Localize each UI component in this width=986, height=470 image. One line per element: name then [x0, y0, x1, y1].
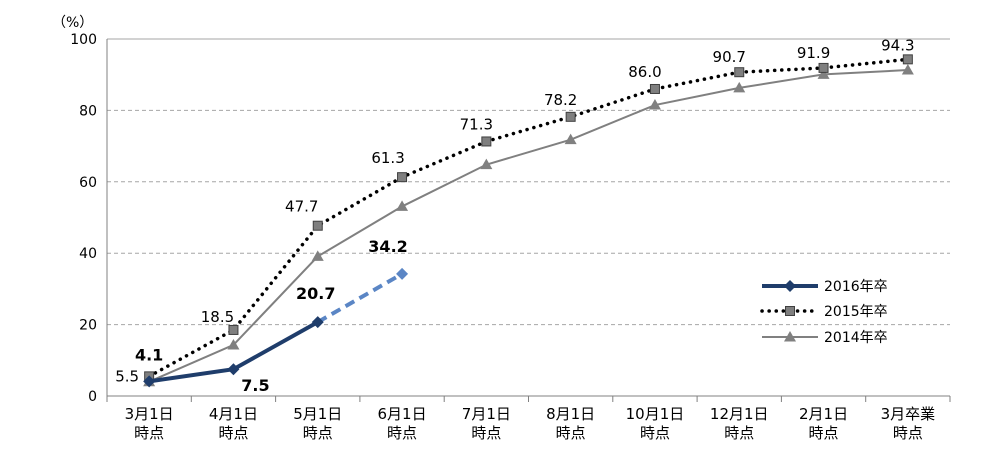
data-label-2015: 71.3	[460, 115, 493, 133]
square-marker	[312, 220, 323, 231]
square-marker	[397, 172, 408, 183]
data-label-2015: 78.2	[544, 91, 577, 109]
series-2016-projection-line	[316, 272, 404, 324]
legend-item-2015: 2015年卒	[760, 304, 888, 320]
triangle-marker	[901, 64, 914, 75]
legend-item-2016: 2016年卒	[762, 279, 888, 295]
data-label-2015: 18.5	[201, 308, 234, 326]
y-axis-ticks: 0 20 40 60 80 100	[70, 32, 97, 405]
diamond-marker	[143, 375, 156, 388]
square-marker	[481, 136, 492, 147]
data-label-2016: 4.1	[135, 345, 163, 364]
data-label-2015: 90.7	[713, 48, 746, 66]
data-label-2015: 5.5	[115, 367, 139, 385]
legend: 2016年卒 2015年卒 2014年卒	[760, 279, 888, 346]
series-2014-line	[148, 69, 908, 383]
legend-label: 2015年卒	[824, 304, 888, 320]
triangle-marker	[227, 338, 240, 350]
y-tick-label: 20	[79, 318, 97, 334]
x-category-label: 5月1日時点	[293, 405, 342, 442]
square-marker	[228, 324, 239, 335]
triangle-marker	[648, 99, 661, 110]
data-labels: 5.5 18.5 47.7 61.3 71.3 78.2 86.0 90.7 91.9 94.3 4…	[115, 36, 914, 395]
triangle-marker	[784, 331, 796, 342]
x-category-label: 7月1日時点	[462, 405, 511, 442]
legend-label: 2016年卒	[824, 279, 888, 295]
y-axis-unit-label: （%）	[52, 15, 93, 31]
x-category-label: 4月1日時点	[209, 405, 258, 442]
data-label-2016: 34.2	[368, 237, 407, 256]
x-category-label: 8月1日時点	[546, 405, 595, 442]
diamond-marker	[227, 363, 240, 376]
x-category-label: 12月1日時点	[710, 405, 769, 442]
y-tick-label: 0	[88, 389, 97, 405]
triangle-marker	[564, 133, 577, 145]
diamond-marker	[311, 316, 324, 329]
diamond-marker	[784, 280, 796, 292]
legend-item-2014: 2014年卒	[762, 330, 888, 346]
x-category-label: 6月1日時点	[378, 405, 427, 442]
series-2015-line	[147, 57, 910, 379]
square-marker	[818, 62, 829, 73]
y-tick-label: 80	[79, 103, 97, 119]
data-label-2015: 94.3	[881, 36, 914, 54]
y-tick-label: 60	[79, 175, 97, 191]
data-label-2015: 61.3	[371, 149, 404, 167]
square-marker	[649, 83, 660, 94]
triangle-marker	[311, 250, 324, 261]
triangle-marker	[733, 81, 746, 93]
data-label-2016: 20.7	[296, 284, 335, 303]
square-marker	[565, 111, 576, 122]
data-label-2015: 47.7	[285, 198, 318, 216]
x-category-label: 10月1日時点	[626, 405, 685, 442]
series-lines	[143, 54, 914, 388]
data-label-2015: 86.0	[628, 63, 661, 81]
triangle-marker	[480, 158, 493, 170]
x-axis-ticks: 3月1日時点 4月1日時点 5月1日時点 6月1日時点 7月1日時点 8月1日時点 10月1…	[106, 396, 951, 442]
triangle-marker	[396, 200, 409, 211]
x-category-label: 3月1日時点	[125, 405, 174, 442]
triangle-marker	[817, 68, 830, 79]
gridlines	[107, 38, 950, 326]
data-label-2015: 91.9	[797, 44, 830, 62]
square-marker	[902, 54, 913, 65]
square-marker	[785, 306, 795, 316]
legend-label: 2014年卒	[824, 330, 888, 346]
data-label-2016: 7.5	[241, 376, 269, 395]
x-category-label: 3月卒業時点	[881, 405, 936, 442]
y-tick-label: 100	[70, 32, 97, 48]
y-tick-label: 40	[79, 246, 97, 262]
diamond-marker	[396, 267, 409, 280]
x-category-label: 2月1日時点	[799, 405, 848, 442]
square-marker	[734, 67, 745, 78]
